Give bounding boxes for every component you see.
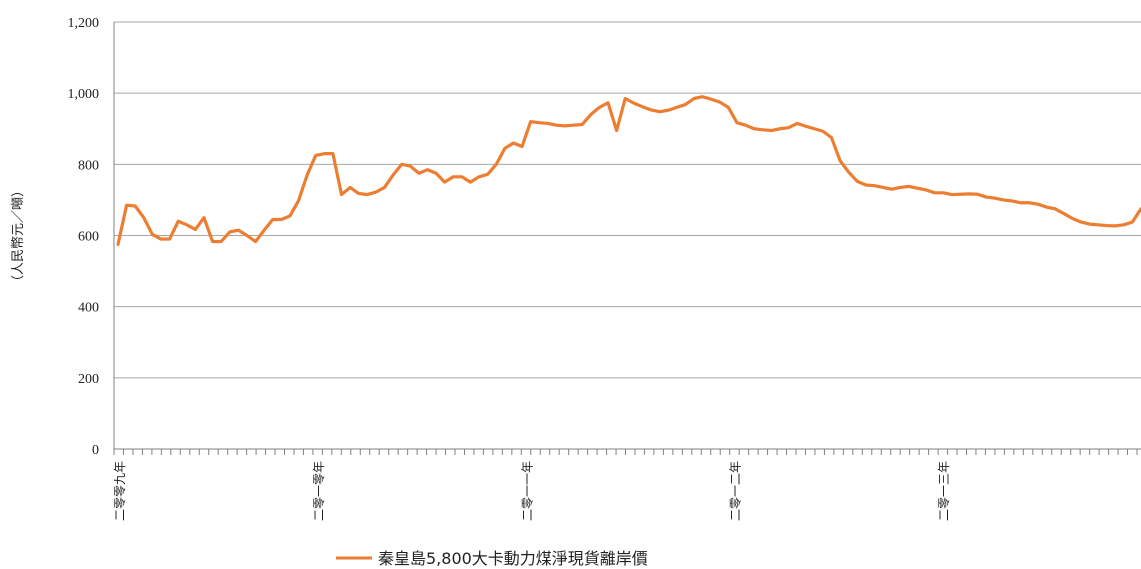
y-tick-label: 1,200 (68, 16, 100, 31)
y-tick-label: 0 (92, 443, 99, 458)
x-tick-label: 二零一一年 (520, 461, 534, 521)
y-tick-label: 400 (78, 301, 99, 316)
series-layer (116, 95, 1141, 246)
grid-lines (114, 21, 1141, 379)
x-tick-label: 二零一三年 (937, 461, 951, 521)
x-tick-label: 二零一零年 (312, 461, 326, 521)
y-tick-label: 1,000 (68, 87, 100, 102)
y-axis-label: （人民幣元／噸） (11, 184, 26, 288)
axes (113, 22, 1141, 450)
y-tick-label: 600 (78, 230, 99, 245)
x-tick-label: 二零一二年 (729, 461, 743, 521)
y-tick-label: 800 (78, 158, 99, 173)
series-line (116, 95, 1141, 246)
legend: 秦皇島5,800大卡動力煤淨現貨離岸價 (336, 549, 648, 568)
y-tick-label: 200 (78, 372, 99, 387)
x-ticks (113, 449, 1138, 455)
x-tick-label: 二零零九年 (113, 461, 127, 521)
x-tick-labels: 二零零九年 二零一零年 二零一一年 二零一二年 二零一三年 (113, 461, 951, 521)
y-tick-labels: 0 200 400 600 800 1,000 1,200 (68, 16, 100, 458)
legend-label: 秦皇島5,800大卡動力煤淨現貨離岸價 (378, 549, 648, 568)
